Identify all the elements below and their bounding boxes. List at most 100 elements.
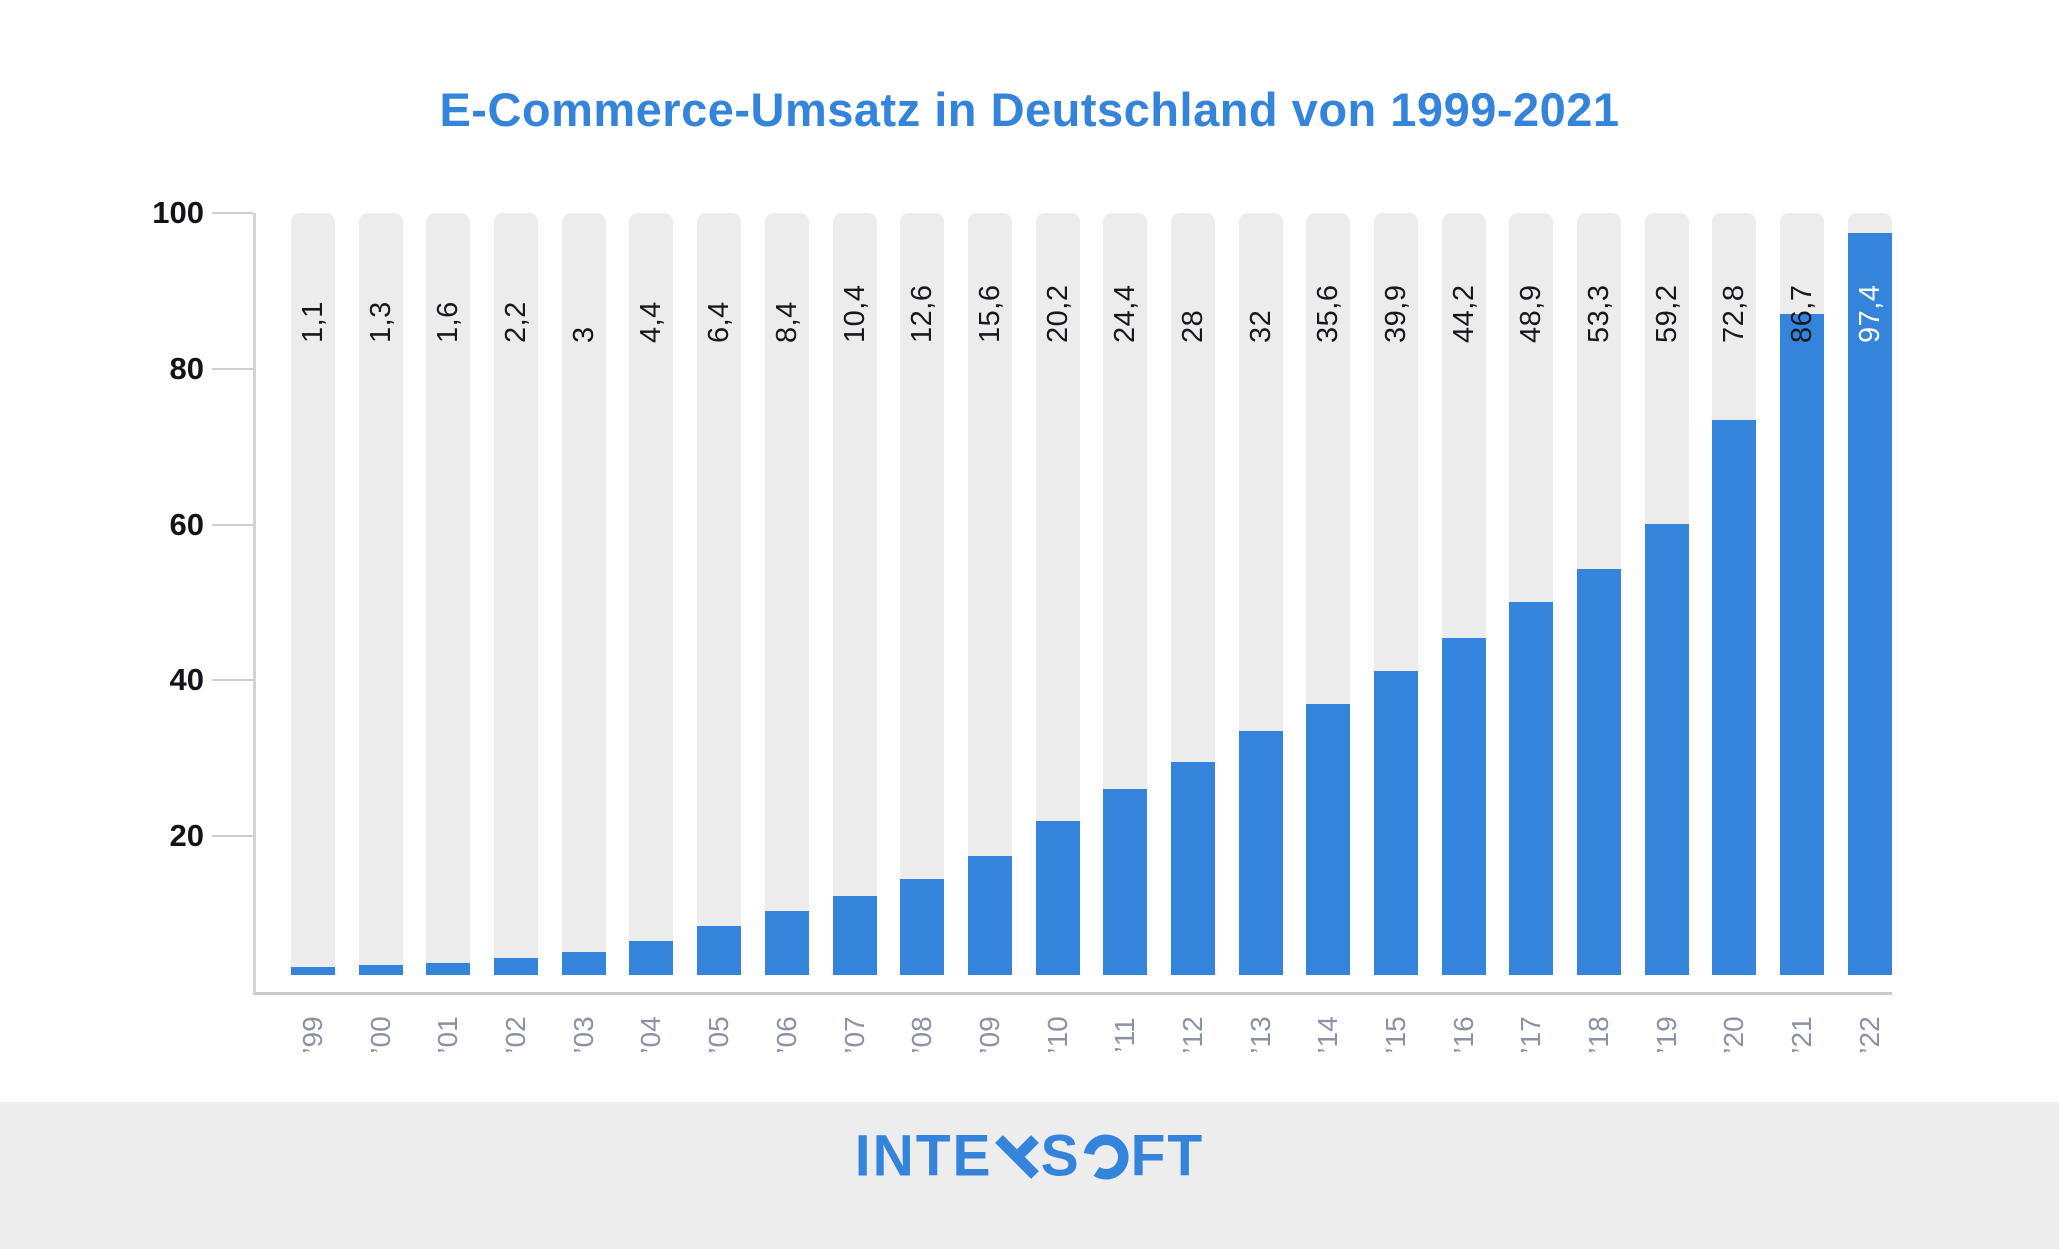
- x-axis-label: ’21: [1786, 1016, 1818, 1054]
- bar-column: 3 ’03: [561, 213, 606, 1054]
- bar-fill: [358, 965, 403, 975]
- bar-column: 24,4 ’11: [1103, 213, 1148, 1053]
- bar-fill: [900, 879, 945, 975]
- y-tick-label: 20: [169, 818, 204, 854]
- bar-fill: [1103, 789, 1148, 975]
- bar-value-label: 8,4: [770, 301, 803, 343]
- bar-column: 32 ’13: [1238, 213, 1283, 1054]
- bar-fill: [697, 926, 742, 975]
- bar-column: 53,3 ’18: [1577, 213, 1622, 1054]
- y-tick-line: [212, 679, 253, 682]
- bar-track: [1712, 213, 1757, 975]
- x-axis-label: ’05: [703, 1016, 735, 1054]
- bar-value-label: 53,3: [1583, 284, 1616, 343]
- bar-value-label: 3: [567, 326, 600, 343]
- x-axis-label: ’03: [567, 1016, 599, 1054]
- footer: INTE S FT: [0, 1102, 2059, 1249]
- bar-track: [1847, 213, 1892, 975]
- bar-value-label: 44,2: [1447, 284, 1480, 343]
- x-axis-label: ’12: [1176, 1016, 1208, 1054]
- y-tick-line: [212, 367, 253, 370]
- stylized-o-icon: [1083, 1133, 1129, 1180]
- bar-value-label: 6,4: [703, 301, 736, 343]
- bar-track: [900, 213, 945, 975]
- bar-column: 10,4 ’07: [832, 213, 877, 1054]
- bar-track: [1780, 213, 1825, 975]
- y-tick-label: 80: [169, 350, 204, 386]
- bar-value-label: 97,4: [1853, 284, 1886, 343]
- bar-column: 12,6 ’08: [900, 213, 945, 1054]
- y-tick-line: [212, 523, 253, 526]
- bar-track: [1509, 213, 1554, 975]
- bar-value-label: 15,6: [973, 284, 1006, 343]
- bar-column: 2,2 ’02: [494, 213, 539, 1054]
- bar-track: [291, 213, 335, 975]
- chart-title: E-Commerce-Umsatz in Deutschland von 199…: [439, 83, 1620, 136]
- x-axis-label: ’07: [838, 1016, 870, 1054]
- bar-fill: [1780, 314, 1825, 975]
- bar-value-label: 59,2: [1650, 284, 1683, 343]
- bar-fill: [1847, 232, 1892, 975]
- bar-column: 15,6 ’09: [967, 213, 1012, 1054]
- x-axis-label: ’08: [906, 1016, 938, 1054]
- bar-track: [629, 213, 674, 975]
- bar-value-label: 4,4: [635, 301, 668, 343]
- bar-track: [494, 213, 539, 975]
- bar-track: [1374, 213, 1418, 975]
- bar-column: 20,2 ’10: [1035, 213, 1080, 1054]
- bar-track: [967, 213, 1012, 975]
- x-axis-label: ’99: [297, 1016, 328, 1054]
- bar-column: 59,2 ’19: [1644, 213, 1689, 1054]
- plot-area: 1,1 ’99 1,3 ’00 1,6 ’01 2,2 ’02 3 ’03 4,4 ’04 6,4 ’05…: [152, 195, 1892, 1054]
- bar-track: [1577, 213, 1622, 975]
- x-axis-label: ’04: [635, 1016, 667, 1054]
- x-axis-label: ’13: [1244, 1016, 1276, 1054]
- bar-column: 4,4 ’04: [629, 213, 674, 1054]
- bar-fill: [494, 958, 539, 975]
- bar-track: [1644, 213, 1689, 975]
- bar-value-label: 86,7: [1786, 284, 1819, 343]
- bar-fill: [291, 966, 335, 975]
- bar-fill: [1577, 568, 1622, 975]
- x-axis-label: ’02: [500, 1016, 532, 1054]
- bar-fill: [1306, 703, 1351, 975]
- x-axis-label: ’00: [364, 1016, 396, 1054]
- bar-track: [764, 213, 809, 975]
- logo-text-s: S: [1040, 1123, 1081, 1189]
- bar-fill: [764, 911, 809, 975]
- bar-track: [358, 213, 403, 975]
- bar-value-label: 35,6: [1312, 284, 1345, 343]
- bar-fill: [561, 952, 606, 975]
- bar-fill: [1374, 670, 1418, 975]
- bar-value-label: 1,3: [364, 301, 397, 343]
- x-axis-label: ’20: [1718, 1016, 1750, 1054]
- logo-text-ft: FT: [1130, 1123, 1205, 1189]
- x-axis-label: ’10: [1041, 1016, 1073, 1054]
- bar-column: 8,4 ’06: [764, 213, 809, 1054]
- y-tick-label: 100: [152, 195, 204, 230]
- bar-value-label: 2,2: [500, 301, 533, 343]
- bar-column: 1,1 ’99: [291, 213, 335, 1054]
- bar-fill: [629, 941, 674, 975]
- bar-value-label: 48,9: [1515, 284, 1548, 343]
- bar-fill: [1644, 523, 1689, 975]
- bar-column: 86,7 ’21: [1780, 213, 1825, 1054]
- bar-fill: [1035, 821, 1080, 975]
- bar-fill: [1441, 638, 1486, 975]
- bar-value-label: 12,6: [906, 284, 939, 343]
- bar-fill: [832, 895, 877, 975]
- bar-value-label: 1,6: [432, 301, 465, 343]
- x-axis-label: ’17: [1515, 1016, 1547, 1054]
- bar-column: 1,3 ’00: [358, 213, 403, 1054]
- y-tick-line: [212, 212, 253, 214]
- bar-track: [561, 213, 606, 975]
- bar-value-label: 10,4: [838, 284, 871, 343]
- x-axis-label: ’19: [1650, 1016, 1682, 1054]
- y-tick-line: [212, 835, 253, 838]
- bar-track: [697, 213, 742, 975]
- bar-column: 48,9 ’17: [1509, 213, 1554, 1054]
- logo-text-inte: INTE: [854, 1123, 993, 1189]
- y-tick-label: 40: [169, 662, 204, 698]
- bar-value-label: 39,9: [1380, 284, 1412, 343]
